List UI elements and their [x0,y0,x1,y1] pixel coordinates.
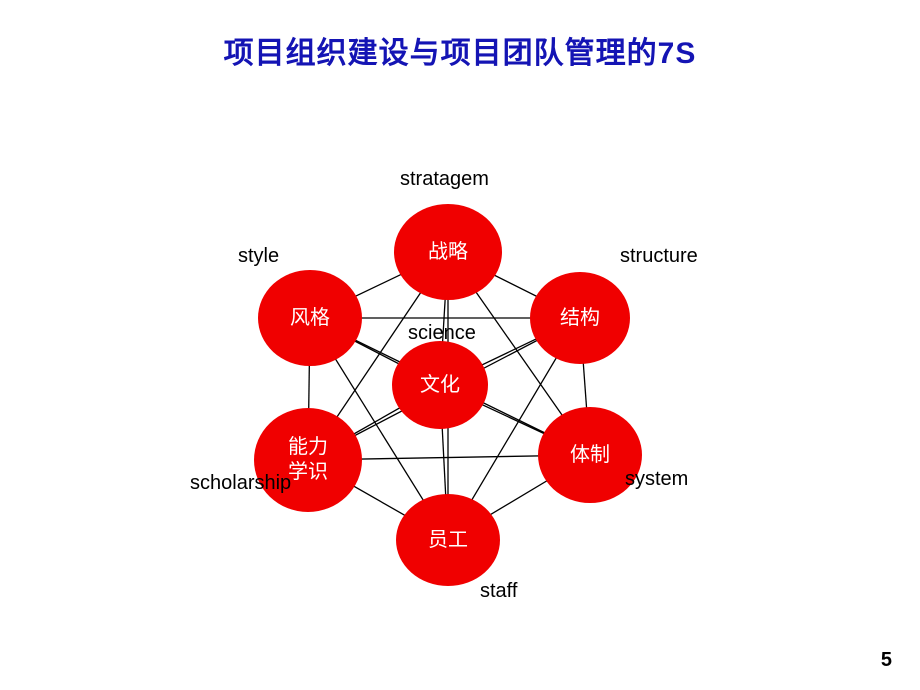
label-scholarship: scholarship [190,472,291,495]
node-style: 风格 [258,270,362,366]
node-scholarship: 能力 学识 [254,408,362,512]
node-center: 文化 [392,341,488,429]
label-system: system [625,468,688,491]
node-structure: 结构 [530,272,630,364]
label-structure: structure [620,245,698,268]
page-number: 5 [881,649,892,672]
label-stratagem: stratagem [400,168,489,191]
label-style: style [238,245,279,268]
label-staff: staff [480,580,517,603]
node-stratagem: 战略 [394,204,502,300]
seven-s-diagram: 文化science战略stratagem结构structure体制system员… [0,0,920,690]
node-staff: 员工 [396,494,500,586]
label-center: science [408,322,476,345]
